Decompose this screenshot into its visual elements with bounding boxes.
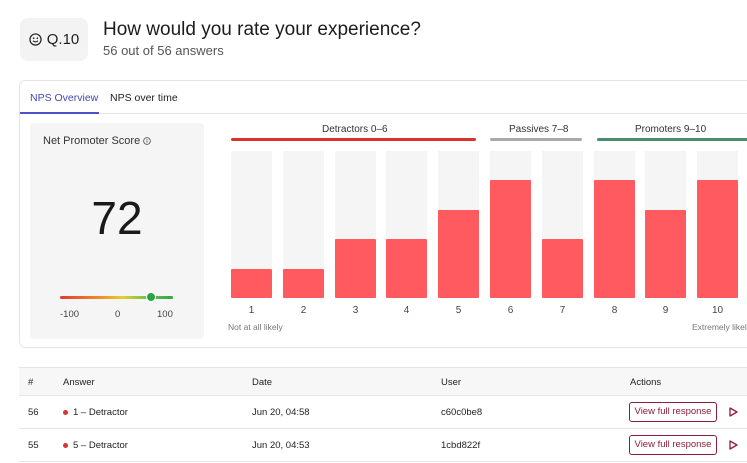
- row-user: 1cbd822f: [441, 440, 481, 451]
- bar-9[interactable]: [645, 210, 686, 298]
- bar-4[interactable]: [386, 239, 427, 298]
- col-header-answer: Answer: [63, 377, 95, 388]
- group-label-passives: Passives 7–8: [509, 124, 569, 135]
- group-line-passives: [490, 138, 582, 141]
- row-answer: 5 – Detractor: [73, 440, 128, 451]
- table-row: 56 1 – Detractor Jun 20, 04:58 c60c0be8 View…: [19, 396, 747, 429]
- row-num: 56: [28, 407, 39, 418]
- bar-6[interactable]: [490, 180, 531, 298]
- scale-max-label: 100: [157, 309, 173, 320]
- bar-7[interactable]: [542, 239, 583, 298]
- col-header-actions: Actions: [630, 377, 662, 388]
- bar-label-4: 4: [403, 305, 410, 316]
- tab-nps-overview[interactable]: NPS Overview: [30, 92, 99, 104]
- bar-2[interactable]: [283, 269, 324, 298]
- table-row: 55 5 – Detractor Jun 20, 04:53 1cbd822f View…: [19, 429, 747, 462]
- nps-label: Net Promoter Score: [43, 135, 151, 147]
- detractor-dot-icon: [63, 410, 68, 415]
- scale-min-label: -100: [60, 309, 80, 320]
- detractor-dot-icon: [63, 443, 68, 448]
- col-header-num: #: [28, 377, 34, 388]
- scale-mid-label: 0: [115, 309, 121, 320]
- row-num: 55: [28, 440, 39, 451]
- bar-label-9: 9: [662, 305, 669, 316]
- bar-label-2: 2: [300, 305, 307, 316]
- play-icon[interactable]: [727, 406, 739, 418]
- bar-label-3: 3: [352, 305, 359, 316]
- view-full-response-button[interactable]: View full response: [629, 402, 717, 422]
- col-header-user: User: [441, 377, 462, 388]
- bar-label-7: 7: [559, 305, 566, 316]
- active-tab-indicator: [20, 112, 99, 114]
- row-date: Jun 20, 04:58: [252, 407, 310, 418]
- nps-label-text: Net Promoter Score: [43, 135, 141, 147]
- bar-label-10: 10: [711, 305, 724, 316]
- bar-label-5: 5: [455, 305, 462, 316]
- low-end-label: Not at all likely: [228, 322, 283, 332]
- bar-10[interactable]: [697, 180, 738, 298]
- play-icon[interactable]: [727, 439, 739, 451]
- question-badge: Q.10: [20, 18, 88, 61]
- question-title: How would you rate your experience?: [103, 19, 421, 40]
- high-end-label: Extremely likely: [692, 322, 747, 332]
- row-answer: 1 – Detractor: [73, 407, 128, 418]
- question-number: Q.10: [46, 31, 80, 48]
- nps-scale-bar: [60, 296, 173, 299]
- bar-label-1: 1: [248, 305, 255, 316]
- row-date: Jun 20, 04:53: [252, 440, 310, 451]
- nps-score-value: 72: [91, 192, 143, 244]
- nps-score-panel: Net Promoter Score 72 -100 0 100: [30, 123, 204, 339]
- bar-label-8: 8: [611, 305, 618, 316]
- tab-bar: NPS Overview NPS over time: [20, 81, 747, 114]
- group-label-detractors: Detractors 0–6: [322, 124, 388, 135]
- nps-scale-marker: [146, 292, 156, 302]
- nps-card: NPS Overview NPS over time Net Promoter …: [19, 80, 747, 348]
- group-label-promoters: Promoters 9–10: [635, 124, 707, 135]
- bar-3[interactable]: [335, 239, 376, 298]
- col-header-date: Date: [252, 377, 273, 388]
- info-icon[interactable]: [143, 137, 151, 145]
- answer-count: 56 out of 56 answers: [103, 43, 224, 58]
- group-line-detractors: [231, 138, 476, 141]
- tab-nps-over-time[interactable]: NPS over time: [110, 92, 178, 104]
- smile-icon: [29, 33, 42, 46]
- row-user: c60c0be8: [441, 407, 483, 418]
- view-full-response-button[interactable]: View full response: [629, 435, 717, 455]
- group-line-promoters: [597, 138, 747, 141]
- bar-label-6: 6: [507, 305, 514, 316]
- bar-8[interactable]: [594, 180, 635, 298]
- bar-5[interactable]: [438, 210, 479, 298]
- table-header: # Answer Date User Actions: [19, 367, 747, 396]
- bar-1[interactable]: [231, 269, 272, 298]
